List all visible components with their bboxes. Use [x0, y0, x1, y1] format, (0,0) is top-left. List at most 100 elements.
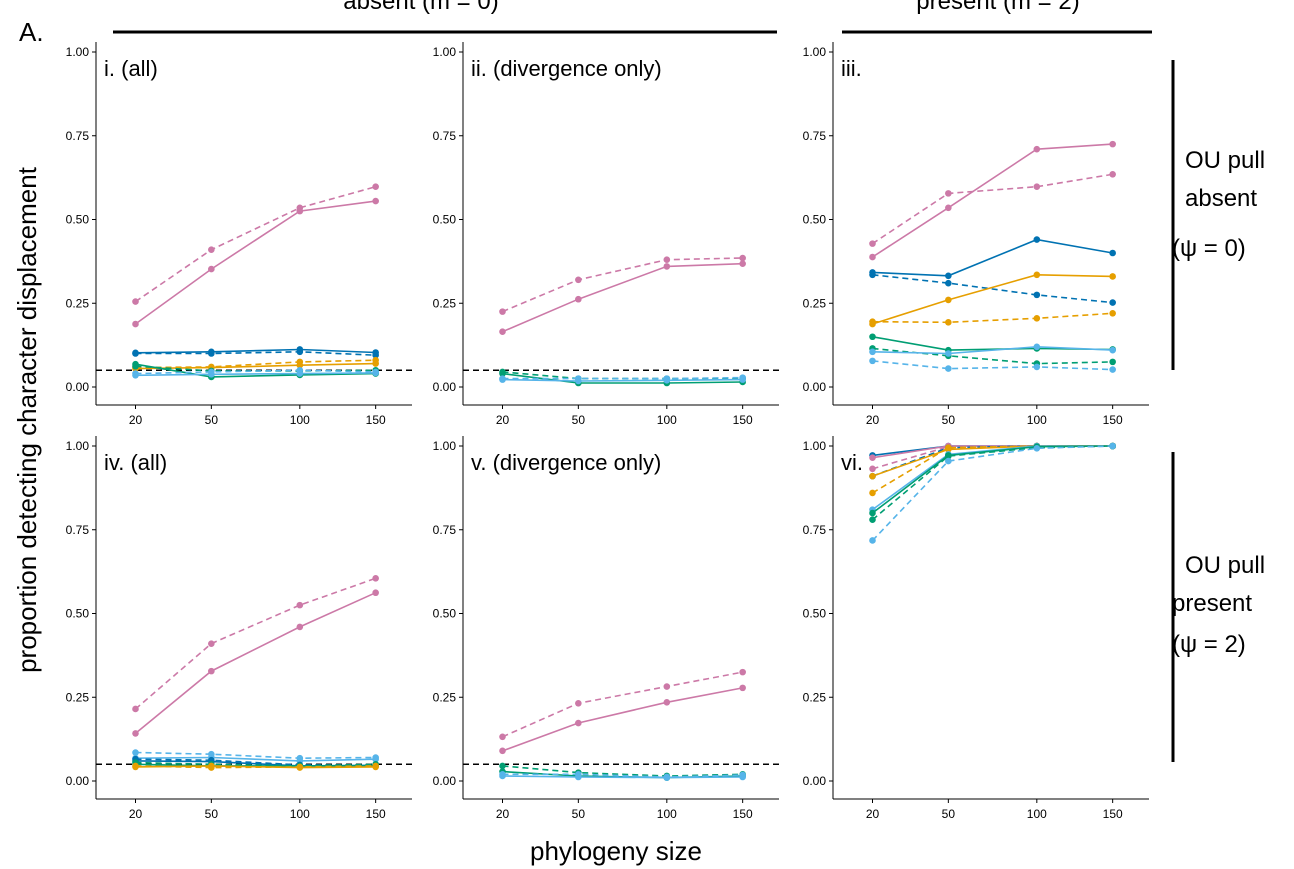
y-tick-label: 0.75 — [803, 129, 827, 143]
data-point — [1033, 291, 1041, 299]
x-tick-label: 50 — [942, 413, 956, 427]
data-point — [869, 253, 876, 261]
y-tick-label: 0.00 — [433, 380, 457, 394]
panel-v: 0.00 0.25 0.50 0.75 1.00 20 50 100 150 v. (diverg… — [433, 436, 779, 821]
data-point — [499, 308, 506, 315]
x-tick-label: 50 — [572, 807, 586, 821]
data-point — [372, 197, 379, 205]
series-line-orange-dashed — [872, 312, 1113, 324]
series-line-darkblue-solid — [872, 238, 1113, 277]
panel-ii: 0.00 0.25 0.50 0.75 1.00 20 50 100 150 ii. (diver… — [433, 42, 779, 427]
y-tick-label: 0.25 — [433, 296, 457, 310]
series-line-green-dashed — [135, 761, 376, 767]
data-point — [1109, 170, 1116, 178]
data-point — [132, 298, 139, 305]
data-point — [869, 318, 876, 325]
series-line-darkblue-dashed — [135, 350, 376, 356]
y-tick-label: 0.25 — [433, 690, 457, 704]
header-right-label: present (m = 2) — [916, 0, 1079, 15]
data-point — [945, 444, 952, 451]
data-point — [372, 183, 379, 190]
x-tick-label: 20 — [866, 807, 880, 821]
data-point — [372, 369, 379, 377]
y-tick-label: 0.50 — [803, 607, 827, 621]
series-line-orange-solid — [135, 362, 376, 370]
data-point — [739, 254, 746, 262]
y-tick-label: 0.00 — [66, 380, 90, 394]
data-point — [945, 296, 952, 304]
y-tick-label: 1.00 — [803, 45, 827, 59]
data-point — [869, 472, 876, 480]
data-point — [575, 719, 582, 727]
y-tick-label: 0.00 — [433, 774, 457, 788]
x-tick-label: 50 — [942, 807, 956, 821]
data-point — [372, 755, 379, 763]
data-point — [739, 668, 746, 676]
data-point — [499, 762, 506, 770]
series-line-lightblue-dashed — [871, 445, 1113, 542]
data-point — [1033, 271, 1041, 279]
x-tick-label: 50 — [205, 413, 219, 427]
series-line-pink-solid — [134, 591, 377, 735]
data-point — [208, 265, 215, 273]
data-point — [945, 190, 952, 197]
data-point — [869, 357, 876, 365]
data-point — [372, 360, 379, 367]
data-point — [296, 361, 304, 369]
data-point — [739, 376, 746, 383]
y-tick-label: 1.00 — [66, 45, 90, 59]
data-point — [132, 705, 139, 713]
x-tick-label: 150 — [733, 807, 753, 821]
data-point — [372, 349, 379, 356]
data-point — [499, 772, 506, 780]
y-tick-label: 0.75 — [66, 523, 90, 537]
data-point — [1033, 315, 1041, 322]
data-point — [869, 537, 876, 544]
series-line-darkblue-solid — [135, 348, 376, 354]
data-point — [945, 319, 952, 326]
data-point — [372, 575, 379, 582]
data-point — [869, 489, 876, 497]
series-line-lightblue-dashed — [135, 369, 376, 375]
data-point — [869, 240, 876, 247]
series-line-pink-solid — [502, 687, 743, 752]
series-line-lightblue-solid — [502, 775, 743, 779]
series-line-pink-dashed — [135, 185, 376, 303]
data-point — [1109, 442, 1116, 450]
panel-title: vi. — [841, 450, 863, 475]
data-point — [945, 452, 952, 460]
data-point — [869, 271, 876, 279]
data-point — [296, 764, 304, 771]
data-point — [208, 667, 215, 675]
y-tick-label: 0.50 — [66, 213, 90, 227]
data-point — [575, 276, 582, 284]
y-tick-label: 0.00 — [66, 774, 90, 788]
panel-title: iii. — [841, 56, 862, 81]
x-tick-label: 100 — [1027, 807, 1047, 821]
data-point — [1033, 145, 1041, 153]
x-tick-label: 100 — [657, 413, 677, 427]
panel-title: ii. (divergence only) — [471, 56, 662, 81]
data-point — [208, 640, 215, 647]
data-point — [663, 263, 671, 270]
data-point — [869, 348, 876, 356]
x-tick-label: 50 — [572, 413, 586, 427]
series-line-orange-solid — [872, 273, 1113, 325]
data-point — [945, 350, 952, 357]
series-line-lightblue-dashed — [502, 376, 743, 380]
series-line-green-dashed — [871, 445, 1113, 521]
series-line-lightblue-solid — [502, 378, 743, 382]
y-tick-label: 0.00 — [803, 774, 827, 788]
y-tick-label: 0.25 — [803, 296, 827, 310]
x-axis-label: phylogeny size — [530, 836, 702, 866]
row1-label-line2: absent — [1185, 185, 1257, 212]
y-tick-label: 0.25 — [803, 690, 827, 704]
panel-title: v. (divergence only) — [471, 450, 661, 475]
data-point — [1109, 140, 1116, 148]
data-point — [132, 730, 139, 737]
y-tick-label: 0.25 — [66, 690, 90, 704]
x-tick-label: 100 — [1027, 413, 1047, 427]
data-point — [869, 509, 876, 517]
x-tick-label: 100 — [290, 413, 310, 427]
data-point — [575, 377, 582, 385]
